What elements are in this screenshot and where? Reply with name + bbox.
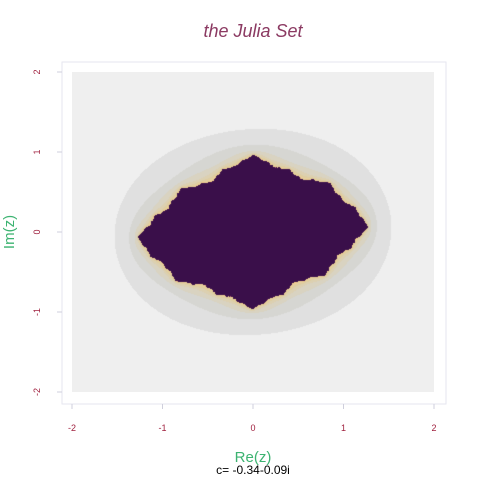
y-axis-ticks: -2 -1 0 1 2 [32,69,62,396]
x-axis-ticks: -2 -1 0 1 2 [68,404,437,433]
x-tick-label: 2 [431,423,436,433]
y-tick-label: 0 [32,229,42,234]
y-tick-label: 1 [32,149,42,154]
x-tick-label: 1 [341,423,346,433]
plot-panel-border [61,61,447,405]
y-tick-label: 2 [32,69,42,74]
x-tick-label: 0 [250,423,255,433]
julia-set-heatmap [72,72,434,392]
y-tick-label: -2 [32,388,42,396]
x-tick-label: -2 [68,423,76,433]
y-tick-label: -1 [32,308,42,316]
chart-title: the Julia Set [203,21,303,41]
chart-caption: c= -0.34-0.09i [216,463,290,477]
x-axis-label: Re(z) [235,449,272,466]
y-axis-label: Im(z) [1,215,18,249]
x-tick-label: -1 [158,423,166,433]
